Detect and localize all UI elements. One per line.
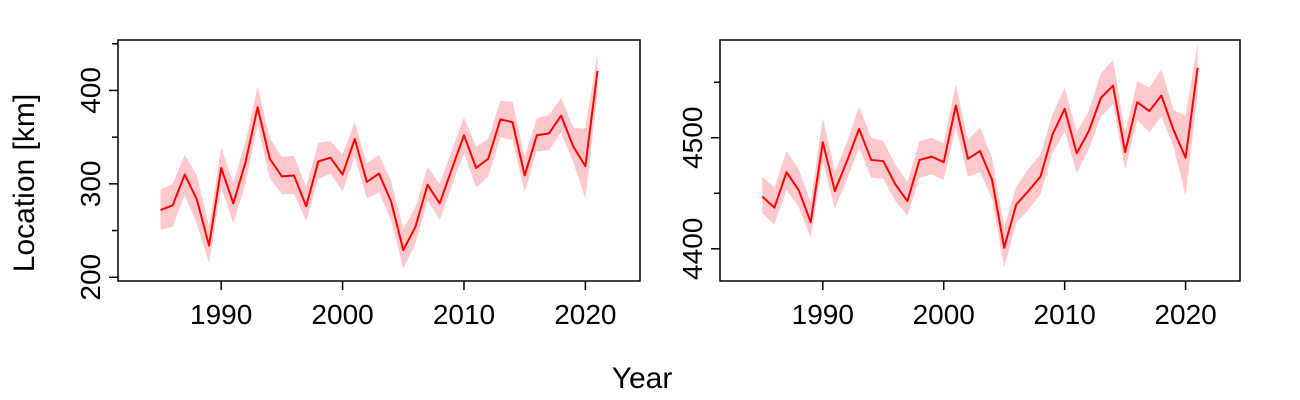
x-tick-label: 1990 <box>190 299 252 330</box>
y-tick-label: 4500 <box>677 107 708 169</box>
x-tick-label: 2000 <box>311 299 373 330</box>
x-tick-label: 2010 <box>1034 299 1096 330</box>
plot-frame <box>719 39 1241 282</box>
confidence-band <box>160 52 598 269</box>
x-tick-label: 2010 <box>433 299 495 330</box>
confidence-band <box>762 43 1198 268</box>
x-axis-label: Year <box>612 362 673 395</box>
plot-frame <box>117 39 641 282</box>
series-line <box>761 67 1199 249</box>
x-tick-label: 2020 <box>554 299 616 330</box>
y-tick-label: 300 <box>75 160 106 207</box>
y-tick-label: 200 <box>75 254 106 301</box>
left-panel: 1990 2000 2010 2020 200 300 400 <box>75 39 641 330</box>
y-tick-label: 400 <box>75 67 106 114</box>
y-axis-label: Location [km] <box>8 94 41 272</box>
x-tick-label: 2000 <box>913 299 975 330</box>
y-tick-label: 4400 <box>677 218 708 280</box>
x-tick-label: 1990 <box>792 299 854 330</box>
x-tick-label: 2020 <box>1154 299 1216 330</box>
right-panel: 1990 2000 2010 2020 4400 4500 <box>677 39 1241 330</box>
series-line <box>160 70 599 252</box>
